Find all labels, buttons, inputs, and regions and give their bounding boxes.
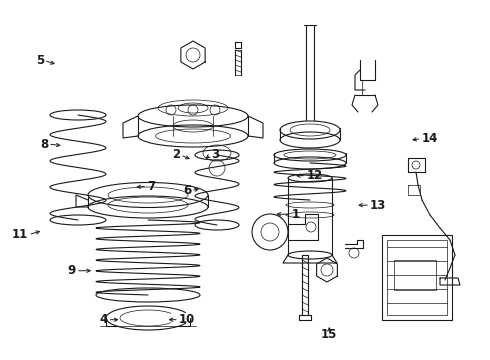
Text: 8: 8	[40, 138, 48, 150]
Text: 4: 4	[99, 313, 108, 326]
Text: 7: 7	[147, 180, 155, 193]
Text: 15: 15	[321, 328, 338, 341]
Text: 9: 9	[68, 264, 76, 277]
Text: 1: 1	[292, 208, 300, 221]
Text: 3: 3	[211, 148, 219, 161]
Text: 12: 12	[306, 169, 322, 182]
Text: 2: 2	[172, 148, 180, 161]
Text: 6: 6	[183, 184, 191, 197]
Text: 5: 5	[36, 54, 44, 67]
Text: 10: 10	[179, 313, 195, 326]
Text: 13: 13	[370, 199, 386, 212]
Text: 11: 11	[12, 228, 28, 241]
Text: 14: 14	[421, 132, 438, 145]
